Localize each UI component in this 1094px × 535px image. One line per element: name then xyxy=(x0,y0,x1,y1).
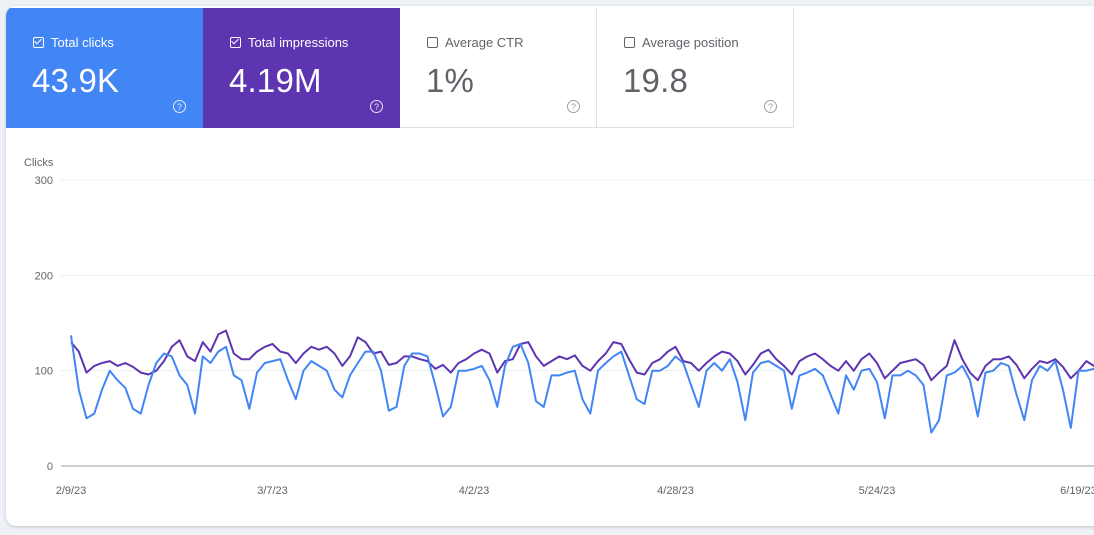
x-tick-label: 4/2/23 xyxy=(459,485,490,497)
metric-total-clicks[interactable]: Total clicks 43.9K ? xyxy=(6,8,203,128)
y-tick-labels: 0 100 200 300 xyxy=(35,175,53,473)
metric-label: Total clicks xyxy=(51,35,114,50)
y-tick-label: 200 xyxy=(35,270,53,282)
line-chart: Clicks 0 100 200 300 2/9/23 3/7/23 4/2/23 4/28… xyxy=(24,157,1094,497)
gridlines xyxy=(61,179,1094,467)
metric-header: Total clicks xyxy=(33,35,114,50)
help-icon[interactable]: ? xyxy=(370,100,383,113)
performance-card: Total clicks 43.9K ? Total impressions 4… xyxy=(6,6,1094,526)
series-line-total-clicks xyxy=(70,335,1094,434)
x-tick-label: 4/28/23 xyxy=(657,485,694,497)
series-line-total-impressions xyxy=(70,329,1094,382)
checkbox-unchecked-icon[interactable] xyxy=(427,37,438,48)
checkbox-checked-icon[interactable] xyxy=(230,37,241,48)
metric-value: 1% xyxy=(426,62,475,99)
series-lines xyxy=(70,329,1094,434)
metric-header: Average CTR xyxy=(427,35,524,50)
metric-label: Total impressions xyxy=(248,35,349,50)
metric-average-position[interactable]: Average position 19.8 ? xyxy=(597,8,794,128)
x-tick-label: 6/19/23 xyxy=(1060,485,1094,497)
y-tick-label: 300 xyxy=(35,175,53,187)
metric-average-ctr[interactable]: Average CTR 1% ? xyxy=(400,8,597,128)
metric-header: Average position xyxy=(624,35,739,50)
y-tick-label: 100 xyxy=(35,366,53,378)
x-tick-label: 3/7/23 xyxy=(257,485,288,497)
checkbox-unchecked-icon[interactable] xyxy=(624,37,635,48)
metric-value: 43.9K xyxy=(32,62,120,99)
checkbox-checked-icon[interactable] xyxy=(33,37,44,48)
metric-total-impressions[interactable]: Total impressions 4.19M ? xyxy=(203,8,400,128)
metric-label: Average CTR xyxy=(445,35,524,50)
metric-header: Total impressions xyxy=(230,35,348,50)
help-icon[interactable]: ? xyxy=(567,100,580,113)
help-icon[interactable]: ? xyxy=(764,100,777,113)
metric-value: 19.8 xyxy=(623,62,689,99)
metric-label: Average position xyxy=(642,35,739,50)
metric-value: 4.19M xyxy=(229,62,322,99)
help-icon[interactable]: ? xyxy=(173,100,186,113)
x-tick-label: 2/9/23 xyxy=(56,485,87,497)
y-axis-label: Clicks xyxy=(24,157,54,169)
x-tick-label: 5/24/23 xyxy=(859,485,896,497)
y-tick-label: 0 xyxy=(47,461,53,473)
metric-tabs: Total clicks 43.9K ? Total impressions 4… xyxy=(6,8,794,128)
x-tick-labels: 2/9/233/7/234/2/234/28/235/24/236/19/237… xyxy=(56,485,1094,497)
